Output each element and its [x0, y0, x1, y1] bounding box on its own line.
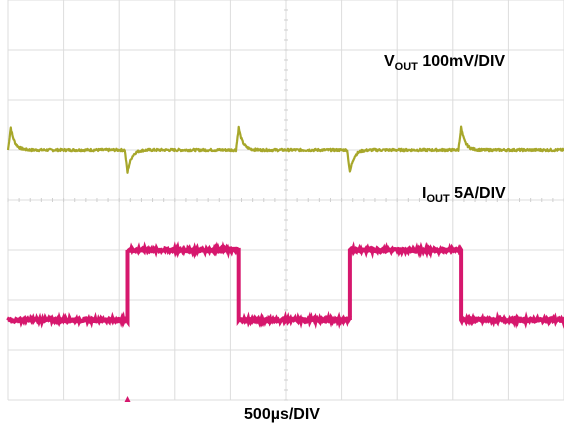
- trace-group: [6, 125, 564, 330]
- iout-trace: [6, 240, 564, 330]
- plot-grid: [7, 0, 564, 401]
- marker-group: [124, 396, 131, 402]
- vout-label: VOUT 100mV/DIV: [384, 53, 505, 73]
- trigger-marker: [124, 396, 131, 402]
- vout-label-main: V: [384, 53, 395, 70]
- iout-label: IOUT 5A/DIV: [422, 185, 506, 205]
- vout-trace: [6, 125, 564, 174]
- iout-label-scale: 5A/DIV: [450, 185, 506, 202]
- iout-label-subscript: OUT: [426, 193, 450, 205]
- vout-label-scale: 100mV/DIV: [418, 53, 505, 70]
- x-axis-label: 500µs/DIV: [244, 406, 320, 423]
- iout-label-main: I: [422, 185, 426, 202]
- vout-label-subscript: OUT: [395, 61, 419, 73]
